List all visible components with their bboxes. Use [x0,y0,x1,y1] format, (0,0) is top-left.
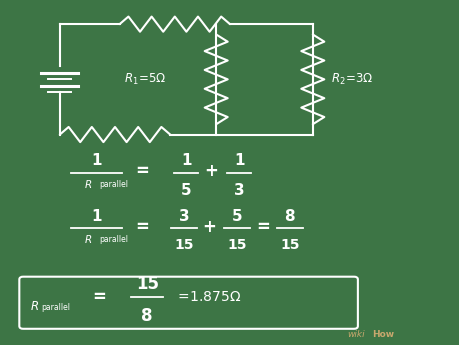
Text: $R$: $R$ [84,233,92,245]
Text: parallel: parallel [99,180,128,189]
Text: 15: 15 [135,275,158,293]
Text: How: How [371,330,393,339]
Text: $R_2\!=\!3\Omega$: $R_2\!=\!3\Omega$ [330,72,373,87]
Text: 5: 5 [180,183,191,198]
Text: 5: 5 [231,209,242,224]
Text: 1: 1 [91,209,101,224]
Text: 15: 15 [174,238,193,252]
Text: $R$: $R$ [84,178,92,190]
Text: $R_1\!=\!5\Omega$: $R_1\!=\!5\Omega$ [124,72,166,87]
Text: +: + [202,218,216,236]
Text: 15: 15 [227,238,246,252]
Text: wiki: wiki [347,330,364,339]
Text: parallel: parallel [99,235,128,244]
Text: =: = [92,288,106,306]
Text: 1: 1 [234,154,244,168]
Text: 1: 1 [91,154,101,168]
Text: parallel: parallel [41,303,70,312]
Text: 15: 15 [280,238,299,252]
Text: +: + [204,162,218,180]
Text: 8: 8 [284,209,295,224]
Text: =: = [256,218,269,236]
Text: =: = [135,218,149,236]
Text: 3: 3 [233,183,244,198]
Text: 1: 1 [181,154,191,168]
Text: 8: 8 [141,307,153,325]
Text: 3: 3 [178,209,189,224]
Text: $R$: $R$ [30,300,39,313]
Text: $=\!1.875\Omega$: $=\!1.875\Omega$ [174,290,241,304]
Text: =: = [135,162,149,180]
